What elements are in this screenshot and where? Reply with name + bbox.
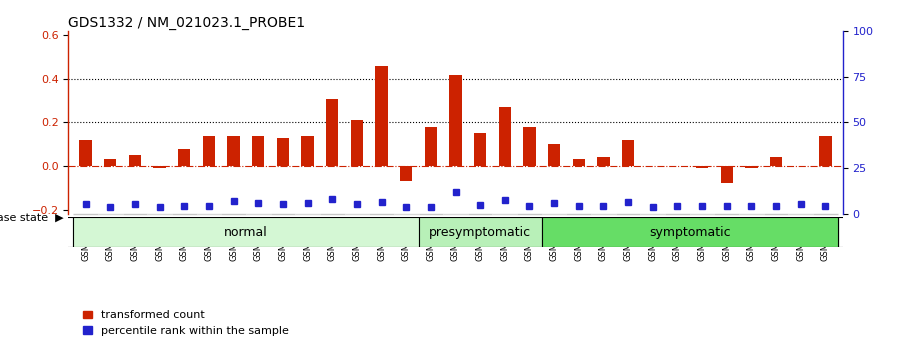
Text: GDS1332 / NM_021023.1_PROBE1: GDS1332 / NM_021023.1_PROBE1 — [68, 16, 305, 30]
Text: symptomatic: symptomatic — [649, 226, 731, 238]
Bar — [523, 127, 536, 166]
Text: presymptomatic: presymptomatic — [429, 226, 531, 238]
Bar — [770, 157, 783, 166]
Bar — [73, 217, 418, 247]
Bar — [598, 157, 609, 166]
Bar — [351, 120, 363, 166]
Bar — [819, 136, 832, 166]
Bar — [302, 136, 313, 166]
Legend: transformed count, percentile rank within the sample: transformed count, percentile rank withi… — [83, 310, 289, 336]
Bar — [228, 136, 240, 166]
Text: disease state  ▶: disease state ▶ — [0, 213, 64, 222]
Bar — [425, 127, 437, 166]
Bar — [252, 136, 264, 166]
Bar — [203, 136, 215, 166]
Bar — [104, 159, 117, 166]
Bar — [277, 138, 289, 166]
Bar — [622, 140, 634, 166]
Bar — [474, 134, 486, 166]
Bar — [542, 217, 838, 247]
Bar — [498, 107, 511, 166]
Bar — [326, 99, 338, 166]
Bar — [153, 166, 166, 168]
Bar — [721, 166, 733, 184]
Bar — [418, 217, 542, 247]
Bar — [548, 144, 560, 166]
Bar — [79, 140, 92, 166]
Bar — [449, 75, 462, 166]
Bar — [375, 66, 388, 166]
Bar — [128, 155, 141, 166]
Bar — [178, 149, 190, 166]
Bar — [573, 159, 585, 166]
Bar — [400, 166, 413, 181]
Bar — [696, 166, 708, 168]
Text: normal: normal — [224, 226, 268, 238]
Bar — [745, 166, 758, 168]
